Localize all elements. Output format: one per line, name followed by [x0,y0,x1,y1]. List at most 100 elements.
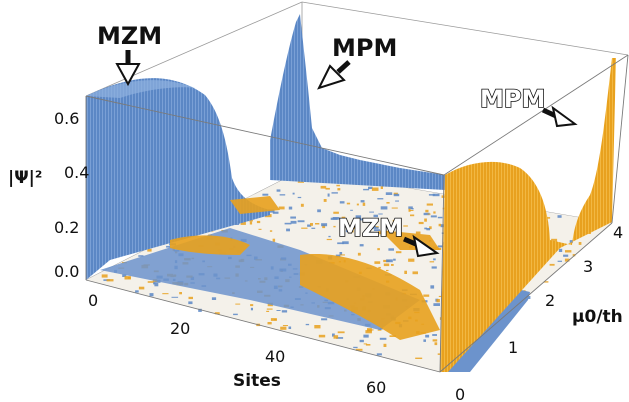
floor-speckle [408,206,413,210]
floor-speckle [440,224,445,228]
floor-speckle [391,264,394,266]
floor-speckle [578,242,582,245]
annotation-label: MPM [332,34,397,62]
floor-speckle [403,225,408,227]
floor-speckle [437,353,441,355]
floor-speckle [290,220,297,224]
floor-speckle [418,221,424,225]
floor-speckle [346,202,351,205]
floor-speckle [377,248,380,251]
floor-speckle [359,218,365,221]
floor-speckle [424,227,427,230]
floor-speckle [166,245,171,248]
annotation-mzm-bottom: MZM [337,213,440,258]
floor-speckle [412,271,418,275]
floor-speckle [437,216,443,219]
x-axis: 0 20 40 60 Sites [88,291,386,397]
floor-speckle [383,343,387,347]
floor-speckle [282,325,288,327]
floor-speckle [551,238,558,242]
floor-speckle [374,227,379,229]
z-tick-2: 0.4 [64,163,89,182]
floor-speckle [359,244,364,247]
floor-speckle [250,307,253,311]
floor-speckle [373,214,378,218]
floor-speckle [385,192,393,195]
floor-speckle [250,304,254,307]
floor-speckle [365,330,372,334]
floor-speckle [380,229,385,231]
floor-speckle [438,247,442,250]
floor-speckle [341,216,346,219]
floor-speckle [381,220,385,224]
floor-speckle [266,308,273,310]
floor-speckle [288,326,292,329]
floor-speckle [330,217,338,220]
mzm-left-wall-top [86,80,195,98]
floor-speckle [138,286,145,290]
floor-speckle [305,323,310,326]
floor-speckle [326,238,332,241]
floor-speckle [314,325,321,329]
floor-speckle [333,335,339,339]
floor-speckle [286,228,290,232]
floor-speckle [386,202,390,204]
floor-speckle [353,346,358,349]
floor-speckle [393,258,396,261]
floor-speckle [359,339,364,343]
floor-speckle [188,296,193,300]
floor-speckle [321,318,328,321]
floor-speckle [267,209,275,213]
floor-speckle [339,254,345,256]
annotation-mpm-top: MPM [317,34,397,90]
x-tick-3: 60 [366,378,386,397]
floor-speckle [279,194,286,196]
floor-speckle [249,221,253,225]
floor-speckle [339,201,345,204]
floor-speckle [355,348,363,351]
floor-speckle [432,339,438,342]
floor-speckle [280,326,287,330]
floor-speckle [345,229,351,233]
floor-speckle [411,208,414,210]
floor-speckle [376,353,382,356]
floor-speckle [383,263,390,267]
floor-speckle [267,322,272,325]
floor-speckle [328,235,331,238]
floor-speckle [564,258,570,262]
floor-speckle [395,200,399,202]
floor-speckle [565,250,572,253]
arrow-down-icon [115,63,141,87]
floor-speckle [278,206,285,210]
floor-speckle [171,296,179,298]
floor-speckle [434,342,438,346]
floor-speckle [386,269,389,272]
floor-speckle [307,224,312,227]
y-axis-label: μ0/th [572,307,623,327]
floor-speckle [106,279,114,282]
floor-speckle [147,281,154,283]
floor-speckle [572,254,576,257]
floor-speckle [233,313,238,316]
floor-speckle [426,203,433,206]
floor-speckle [122,274,127,277]
floor-speckle [379,337,387,340]
floor-speckle [339,252,343,256]
floor-speckle [425,334,430,338]
z-tick-0: 0.0 [54,262,79,281]
floor-speckle [543,281,549,283]
floor-speckle [276,310,281,311]
floor-speckle [363,334,369,338]
floor-speckle [147,248,152,252]
y-tick-4: 4 [613,223,623,242]
floor-speckle [272,211,279,214]
floor-speckle [124,276,131,280]
floor-speckle [235,303,241,305]
floor-speckle [331,192,338,194]
floor-speckle [363,188,370,191]
annotation-label: MZM [97,22,162,50]
floor-speckle [426,228,431,231]
floor-speckle [425,209,429,213]
floor-speckle [433,211,436,214]
z-tick-1: 0.2 [54,218,79,237]
